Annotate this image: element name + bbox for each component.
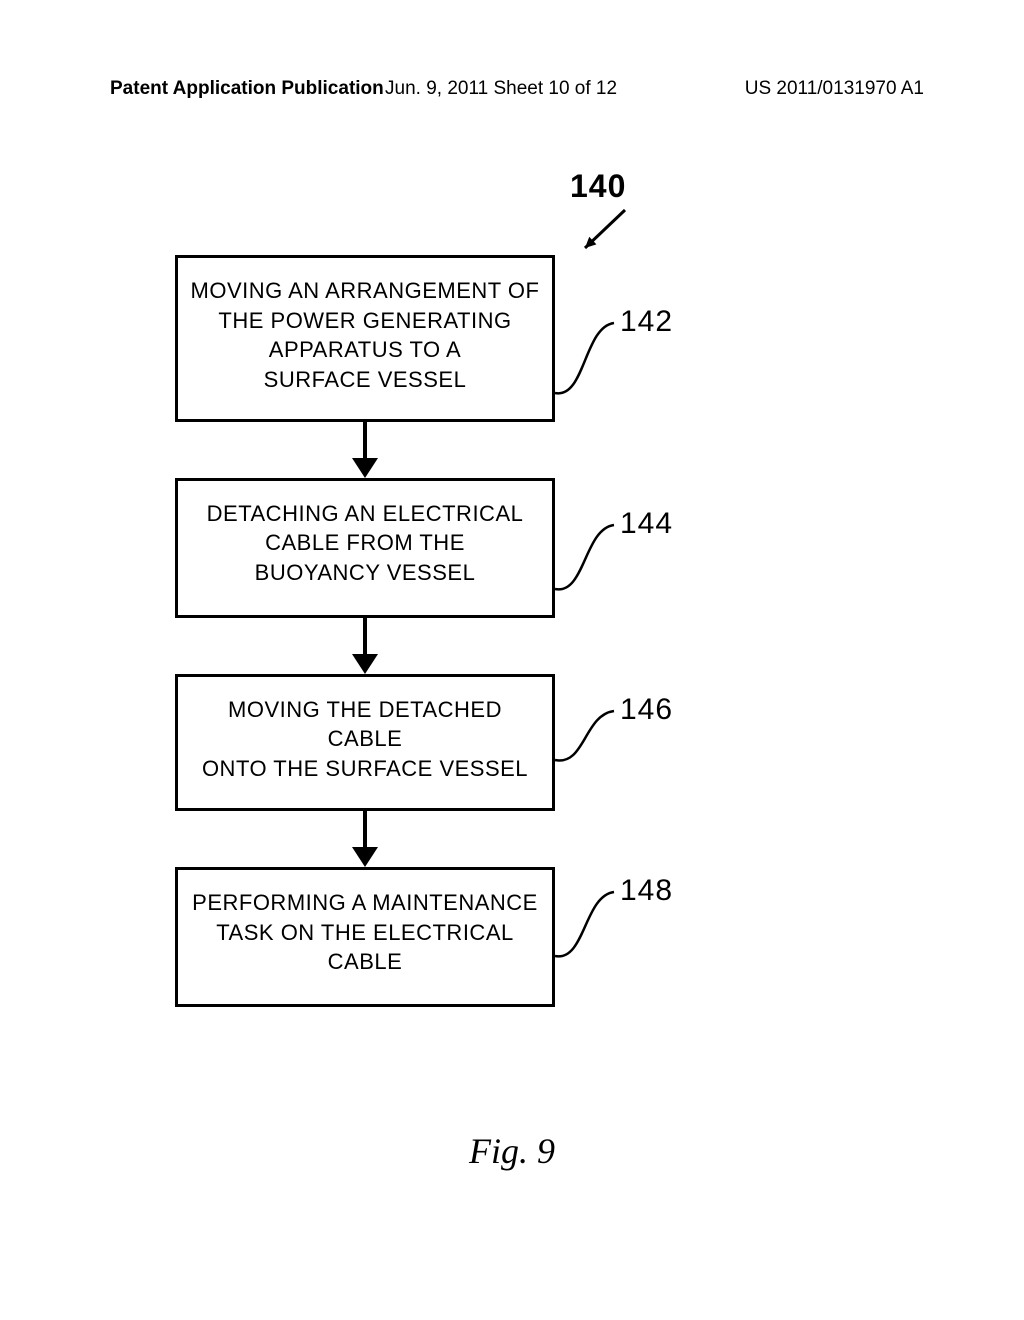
header-mid: Jun. 9, 2011 Sheet 10 of 12	[385, 78, 617, 100]
flow-box-line: THE POWER GENERATING	[188, 306, 542, 336]
flow-box-line: MOVING THE DETACHED CABLE	[188, 695, 542, 754]
flow-box-line: CABLE	[188, 947, 542, 977]
ref-label-140: 140	[570, 168, 626, 205]
flow-box-line: TASK ON THE ELECTRICAL	[188, 918, 542, 948]
ref-label: 142	[620, 305, 673, 339]
flow-box: DETACHING AN ELECTRICALCABLE FROM THEBUO…	[175, 478, 555, 618]
flow-box: MOVING THE DETACHED CABLEONTO THE SURFAC…	[175, 674, 555, 811]
flowchart: MOVING AN ARRANGEMENT OFTHE POWER GENERA…	[175, 255, 555, 1007]
flow-box: MOVING AN ARRANGEMENT OFTHE POWER GENERA…	[175, 255, 555, 422]
header-left: Patent Application Publication	[110, 78, 384, 100]
ref-label: 144	[620, 507, 673, 541]
flow-box-line: PERFORMING A MAINTENANCE	[188, 888, 542, 918]
flow-box: PERFORMING A MAINTENANCETASK ON THE ELEC…	[175, 867, 555, 1007]
flow-arrow	[175, 422, 555, 478]
ref-label: 148	[620, 874, 673, 908]
flow-box-line: APPARATUS TO A	[188, 335, 542, 365]
flow-box-line: DETACHING AN ELECTRICAL	[188, 499, 542, 529]
flow-arrow	[175, 811, 555, 867]
flow-box-line: MOVING AN ARRANGEMENT OF	[188, 276, 542, 306]
header-right: US 2011/0131970 A1	[745, 78, 924, 100]
flow-box-line: CABLE FROM THE	[188, 528, 542, 558]
flow-box-line: SURFACE VESSEL	[188, 365, 542, 395]
flow-box-line: BUOYANCY VESSEL	[188, 558, 542, 588]
flow-arrow	[175, 618, 555, 674]
ref-label: 146	[620, 693, 673, 727]
flow-box-line: ONTO THE SURFACE VESSEL	[188, 754, 542, 784]
figure-caption: Fig. 9	[0, 1130, 1024, 1172]
